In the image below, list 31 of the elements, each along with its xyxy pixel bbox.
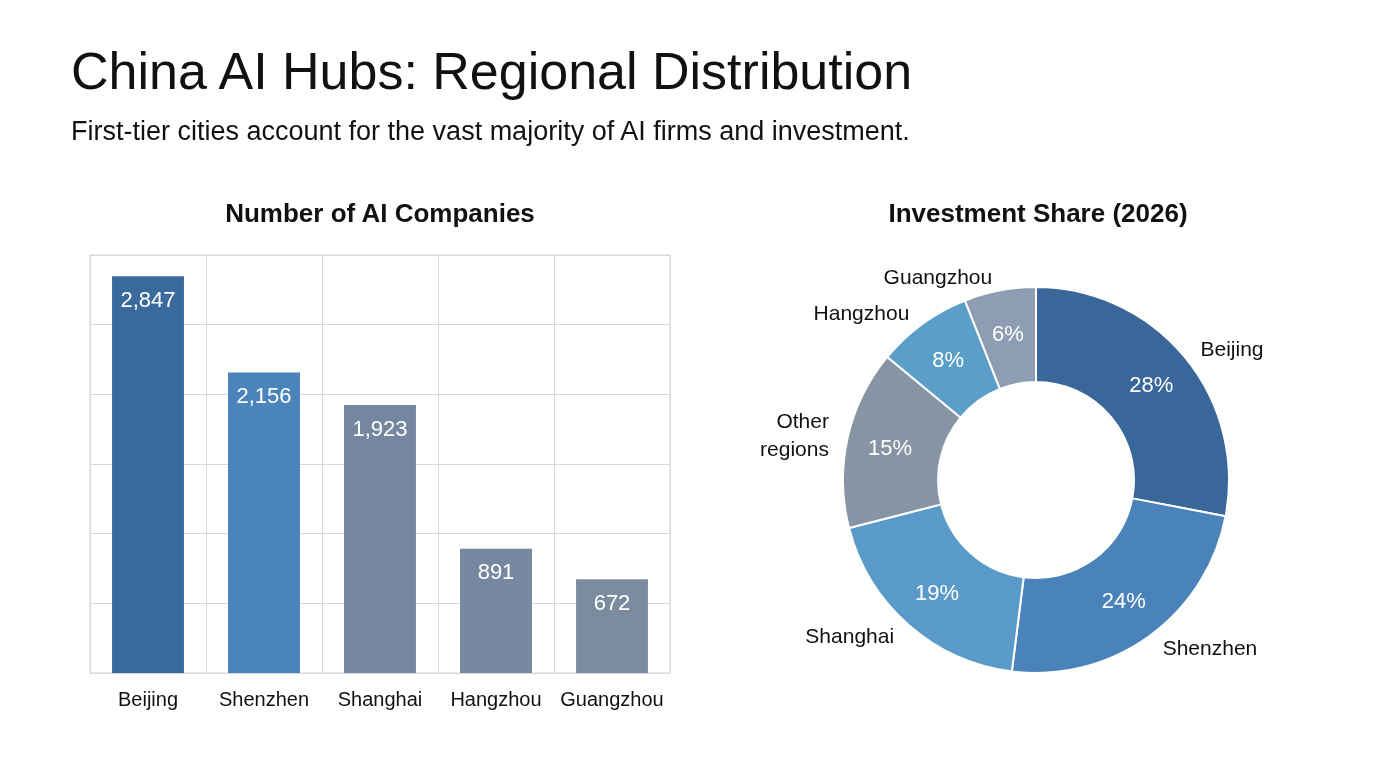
data-label: 15%: [868, 434, 913, 460]
bar: [344, 405, 416, 673]
chart-title: Investment Share (2026): [888, 198, 1188, 228]
data-label: 19%: [915, 579, 960, 605]
slice-label: Shanghai: [805, 623, 895, 647]
bar: [576, 579, 648, 673]
x-tick-label: Shanghai: [337, 688, 423, 710]
data-label: 28%: [1129, 372, 1174, 398]
data-label: 2,847: [120, 286, 176, 312]
bar: [460, 548, 532, 673]
data-label: 891: [477, 559, 515, 585]
bar: [112, 276, 184, 673]
data-label: 8%: [932, 346, 965, 372]
data-label: 2,156: [236, 383, 292, 409]
data-label: 24%: [1101, 588, 1146, 614]
data-label: 6%: [992, 320, 1024, 346]
data-label: 672: [593, 589, 631, 615]
slice-label: Shenzhen: [1162, 635, 1258, 659]
bar: [228, 372, 300, 673]
x-tick-label: Shenzhen: [218, 688, 310, 710]
slice-label: Hangzhou: [813, 301, 910, 325]
text: First-tier cities account for the vast majority of AI firms and investment.: [71, 115, 910, 146]
slice-label: Other regions: [760, 409, 829, 461]
slice-label: Beijing: [1200, 336, 1264, 360]
text: China AI Hubs: Regional Distribution: [71, 42, 913, 100]
slice-label: Guangzhou: [883, 265, 993, 289]
chart-title: Number of AI Companies: [225, 198, 535, 228]
x-tick-label: Beijing: [117, 688, 179, 710]
x-tick-label: Hangzhou: [450, 688, 542, 710]
x-tick-label: Guangzhou: [560, 688, 664, 710]
data-label: 1,923: [352, 415, 408, 441]
